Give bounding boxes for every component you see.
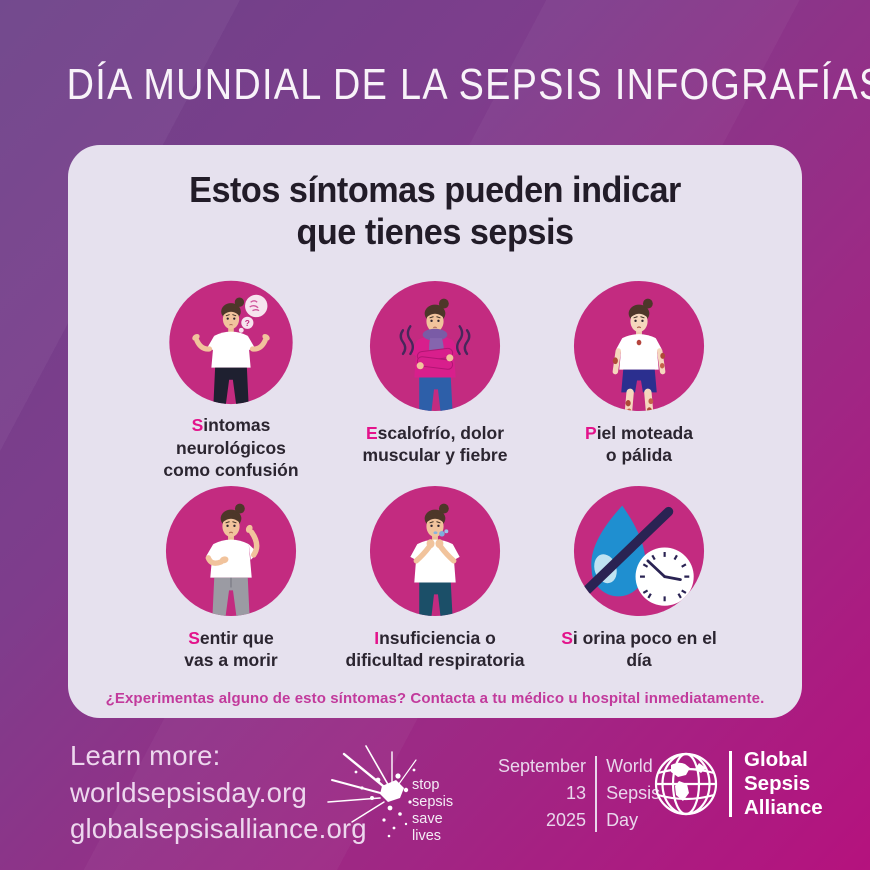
event-date: September 13 2025: [498, 756, 587, 830]
low-urine-clock-icon: [573, 485, 705, 616]
symptom-breathlessness: Insuficiencia o dificultad respiratoria: [333, 482, 537, 672]
campaign-word-sepsis: sepsis: [412, 794, 453, 810]
globalsepsisalliance-link[interactable]: globalsepsisalliance.org: [70, 813, 367, 845]
logo-divider: [729, 750, 732, 817]
symptom-caption: Escalofrío, dolor muscular y fiebre: [362, 422, 508, 465]
feeling-of-doom-icon: [165, 485, 297, 616]
global-sepsis-alliance-logo: Global Sepsis Alliance: [653, 748, 823, 820]
symptom-caption: Insuficiencia o dificultad respiratoria: [345, 627, 525, 670]
mottled-skin-icon: [573, 280, 705, 411]
symptoms-card: Estos síntomas pueden indicar que tienes…: [68, 145, 802, 718]
card-heading: Estos síntomas pueden indicar que tienes…: [189, 169, 681, 252]
globe-icon: [654, 752, 718, 816]
symptom-mottled-skin: Piel moteada o pálida: [537, 277, 741, 482]
breathing-difficulty-icon: [369, 485, 501, 616]
poster-title: DÍA MUNDIAL DE LA SEPSIS INFOGRAFÍAS: [66, 60, 870, 109]
emergency-note: ¿Experimentas alguno de esto síntomas? C…: [105, 690, 765, 707]
chills-fever-icon: [369, 280, 501, 411]
campaign-word-save: save: [412, 811, 443, 827]
campaign-word-stop: stop: [412, 777, 439, 793]
event-name: World Sepsis Day: [606, 756, 661, 830]
org-name: Global Sepsis Alliance: [744, 748, 823, 819]
stop-sepsis-save-lives-logo: stop sepsis save lives: [327, 745, 453, 844]
poster-header: DÍA MUNDIAL DE LA SEPSIS INFOGRAFÍAS: [0, 60, 870, 110]
campaign-word-lives: lives: [412, 828, 441, 844]
symptom-caption: Sentir que vas a morir: [184, 627, 278, 670]
event-date-block: September 13 2025 World Sepsis Day: [498, 753, 660, 834]
question-mark-glyph: ?: [245, 318, 250, 328]
symptom-caption: Sintomas neurológicos como confusión: [163, 415, 299, 481]
symptom-confusion: ? Sintomas neurológicos como confusión: [129, 277, 333, 482]
learn-more-label: Learn more:: [70, 740, 221, 771]
worldsepsisday-link[interactable]: worldsepsisday.org: [70, 776, 307, 808]
learn-more-block: Learn more: worldsepsisday.org globalsep…: [70, 738, 367, 848]
symptom-caption: Si orina poco en el día: [561, 627, 717, 670]
confusion-icon: ?: [169, 280, 293, 404]
symptom-low-urine: Si orina poco en el día: [537, 482, 741, 672]
date-divider: [595, 755, 598, 832]
symptom-grid: ? Sintomas neurológicos como confusión: [129, 277, 741, 672]
symptom-doom: Sentir que vas a morir: [129, 482, 333, 672]
symptom-chills-fever: Escalofrío, dolor muscular y fiebre: [333, 277, 537, 482]
symptom-caption: Piel moteada o pálida: [585, 422, 693, 465]
